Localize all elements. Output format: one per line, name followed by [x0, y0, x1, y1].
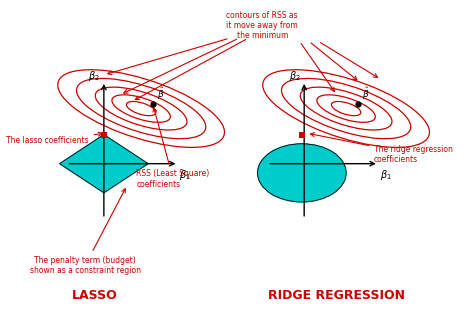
Text: $\beta_2$: $\beta_2$ [88, 70, 100, 83]
Text: $\beta_1$: $\beta_1$ [380, 168, 392, 182]
Text: The lasso coefficients: The lasso coefficients [6, 132, 102, 145]
Text: $\hat{\beta}$: $\hat{\beta}$ [363, 85, 370, 102]
Text: contours of RSS as
it move away from
the minimum: contours of RSS as it move away from the… [227, 11, 298, 40]
Text: $\hat{\beta}$: $\hat{\beta}$ [157, 85, 165, 102]
Text: $\beta_1$: $\beta_1$ [180, 168, 191, 182]
Text: RSS (Least Square)
coefficients: RSS (Least Square) coefficients [137, 108, 210, 189]
Polygon shape [60, 135, 148, 193]
Text: $\beta_2$: $\beta_2$ [289, 70, 301, 83]
Text: RIDGE REGRESSION: RIDGE REGRESSION [268, 289, 405, 302]
Text: LASSO: LASSO [72, 289, 118, 302]
Circle shape [257, 144, 346, 202]
Text: The ridge regression
coefficients: The ridge regression coefficients [310, 133, 453, 164]
Text: The penalty term (budget)
shown as a constraint region: The penalty term (budget) shown as a con… [30, 189, 141, 275]
